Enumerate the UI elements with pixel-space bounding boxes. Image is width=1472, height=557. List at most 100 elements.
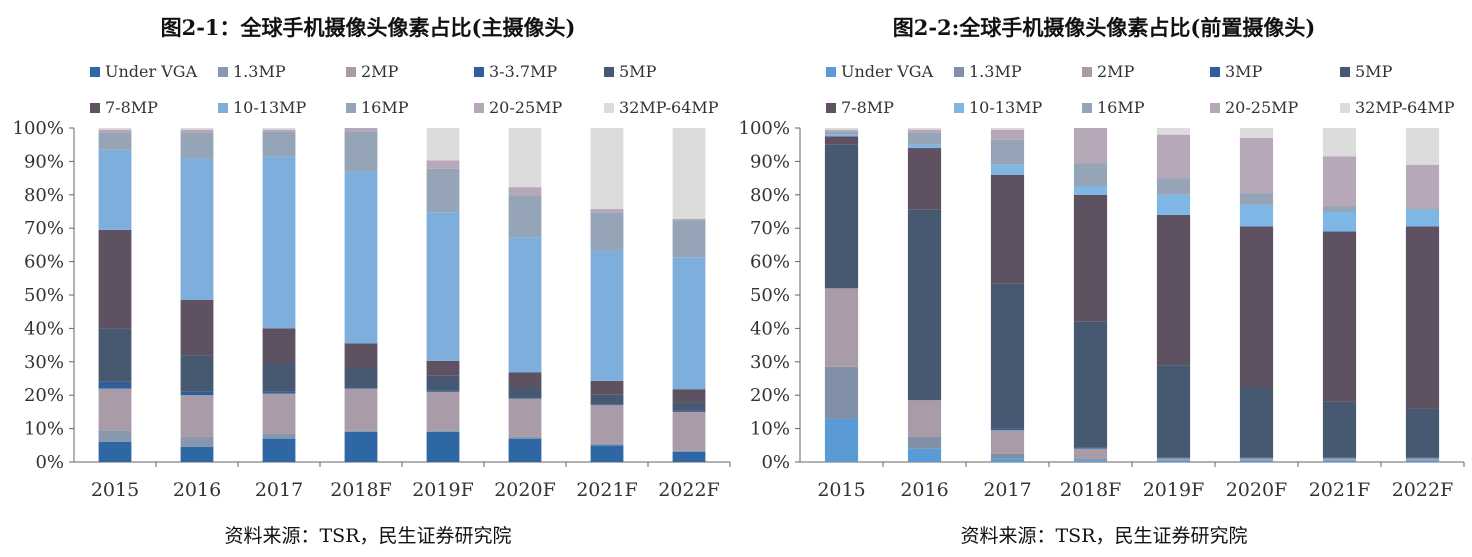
legend-label: 1.3MP xyxy=(969,62,1022,81)
bar-segment xyxy=(1239,226,1274,388)
bar-segment xyxy=(990,453,1025,459)
bar-segment xyxy=(590,380,624,395)
bar-segment xyxy=(1073,460,1108,462)
bar-segment xyxy=(426,212,460,361)
y-tick-label: 0% xyxy=(761,452,790,473)
chart-panel-front-camera: 图2-2:全球手机摄像头像素占比(前置摄像头) Under VGA 1.3MP 2M… xyxy=(736,0,1472,557)
bar-segment xyxy=(1322,458,1357,460)
bar-segment xyxy=(426,160,460,169)
bar-segment xyxy=(990,174,1025,284)
bar-segment xyxy=(1322,401,1357,458)
bar-segment xyxy=(262,363,296,392)
bar-segment xyxy=(907,144,942,149)
bar-segment xyxy=(990,283,1025,429)
bar-segment xyxy=(1239,138,1274,194)
bar-segment xyxy=(907,400,942,437)
bar-segment xyxy=(98,441,132,462)
bar-segment xyxy=(426,360,460,376)
x-tick-label: 2015 xyxy=(817,479,865,501)
y-tick-label: 30% xyxy=(24,352,64,373)
bar-segment xyxy=(824,418,859,462)
bar-segment xyxy=(180,128,214,130)
bar-segment xyxy=(180,436,214,447)
source-note: 资料来源：TSR，民生证券研究院 xyxy=(960,525,1248,547)
bar-segment xyxy=(824,131,859,135)
bar-segment xyxy=(1405,457,1440,459)
bar-segment xyxy=(344,387,378,389)
bar-segment xyxy=(426,168,460,213)
legend-label: Under VGA xyxy=(841,62,934,81)
bar-segment xyxy=(180,391,214,396)
legend-label: 20-25MP xyxy=(1225,98,1299,117)
legend-swatch xyxy=(474,103,484,113)
y-tick-label: 80% xyxy=(750,185,790,206)
stacked-bar-chart: Under VGA 1.3MP 2MP 3-3.7MP 5MP 7-8MP 10-13MP 1… xyxy=(13,62,731,501)
legend-swatch xyxy=(1082,67,1092,77)
bar-segment xyxy=(1322,206,1357,212)
bar-segment xyxy=(1239,387,1274,458)
legend-swatch xyxy=(1340,103,1350,113)
bar-segment xyxy=(1322,460,1357,462)
legend-swatch xyxy=(346,67,356,77)
bar-segment xyxy=(1156,128,1191,135)
bar-segment xyxy=(98,328,132,382)
bar-segment xyxy=(1405,226,1440,409)
legend-label: 5MP xyxy=(619,62,657,81)
legend-swatch xyxy=(90,67,100,77)
y-tick-label: 70% xyxy=(24,218,64,239)
bar-segment xyxy=(180,300,214,356)
y-tick-label: 40% xyxy=(750,318,790,339)
legend-label: 16MP xyxy=(361,98,409,117)
legend-swatch xyxy=(1210,67,1220,77)
bar-segment xyxy=(1405,460,1440,462)
bar-segment xyxy=(180,158,214,301)
bar-segment xyxy=(990,428,1025,431)
x-tick-label: 2016 xyxy=(900,479,948,501)
bar-segment xyxy=(344,343,378,369)
bar-segment xyxy=(344,131,378,172)
bar-segment xyxy=(1239,457,1274,459)
bar-segment xyxy=(180,129,214,134)
legend-swatch xyxy=(826,67,836,77)
x-tick-label: 2018F xyxy=(330,479,392,501)
bar-segment xyxy=(1156,214,1191,366)
bar-segment xyxy=(824,144,859,289)
bar-segment xyxy=(262,438,296,462)
bar-segment xyxy=(907,133,942,145)
bar-segment xyxy=(426,375,460,391)
legend-swatch xyxy=(474,67,484,77)
bar-segment xyxy=(990,129,1025,140)
bar-segment xyxy=(426,430,460,432)
bar-segment xyxy=(344,128,378,132)
bar-segment xyxy=(590,445,624,462)
bar-segment xyxy=(672,402,706,411)
legend-swatch xyxy=(1082,103,1092,113)
bar-segment xyxy=(98,133,132,150)
x-tick-label: 2018F xyxy=(1060,479,1122,501)
bar-segment xyxy=(1322,156,1357,207)
bar-segment xyxy=(98,381,132,389)
bar-segment xyxy=(907,148,942,210)
bar-segment xyxy=(262,156,296,329)
bar-segment xyxy=(508,128,542,188)
bar-segment xyxy=(672,411,706,451)
bar-segment xyxy=(1322,211,1357,232)
bar-segment xyxy=(180,446,214,462)
bar-segment xyxy=(590,250,624,381)
y-tick-label: 90% xyxy=(750,151,790,172)
legend-swatch xyxy=(604,103,614,113)
bar-segment xyxy=(990,139,1025,165)
legend-swatch xyxy=(218,103,228,113)
bar-segment xyxy=(426,128,460,161)
bar-segment xyxy=(590,405,624,444)
bar-segment xyxy=(1156,365,1191,458)
bar-segment xyxy=(590,404,624,406)
legend-swatch xyxy=(954,67,964,77)
bar-segment xyxy=(1405,458,1440,460)
bar-segment xyxy=(508,237,542,373)
bar-segment xyxy=(590,394,624,405)
bar-segment xyxy=(508,372,542,388)
bar-segment xyxy=(1322,128,1357,157)
y-tick-label: 100% xyxy=(739,118,790,139)
bar-segment xyxy=(672,389,706,403)
